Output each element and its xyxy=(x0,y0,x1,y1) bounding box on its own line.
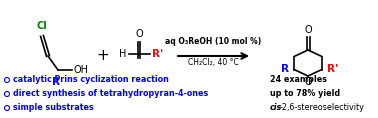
Text: 24 examples: 24 examples xyxy=(270,76,327,84)
Text: R: R xyxy=(52,77,60,87)
Text: O: O xyxy=(135,29,143,39)
Text: Cl: Cl xyxy=(37,21,47,31)
Text: O: O xyxy=(304,25,312,35)
Text: O: O xyxy=(304,77,312,87)
Text: R: R xyxy=(281,63,289,74)
Text: R': R' xyxy=(327,63,338,74)
Text: cis: cis xyxy=(270,103,282,112)
Text: H: H xyxy=(119,49,126,59)
Text: aq O₃ReOH (10 mol %): aq O₃ReOH (10 mol %) xyxy=(166,37,262,46)
Text: R': R' xyxy=(152,49,163,59)
Text: OH: OH xyxy=(73,65,88,75)
Text: catalytic Prins cyclization reaction: catalytic Prins cyclization reaction xyxy=(13,76,169,84)
Text: +: + xyxy=(97,48,109,63)
Text: CH₂Cl₂, 40 °C: CH₂Cl₂, 40 °C xyxy=(188,58,239,67)
Text: simple substrates: simple substrates xyxy=(13,103,94,112)
Text: up to 78% yield: up to 78% yield xyxy=(270,89,340,99)
Text: direct synthesis of tetrahydropyran-4-ones: direct synthesis of tetrahydropyran-4-on… xyxy=(13,89,208,99)
Text: -2,6-stereoselectivity: -2,6-stereoselectivity xyxy=(280,103,365,112)
